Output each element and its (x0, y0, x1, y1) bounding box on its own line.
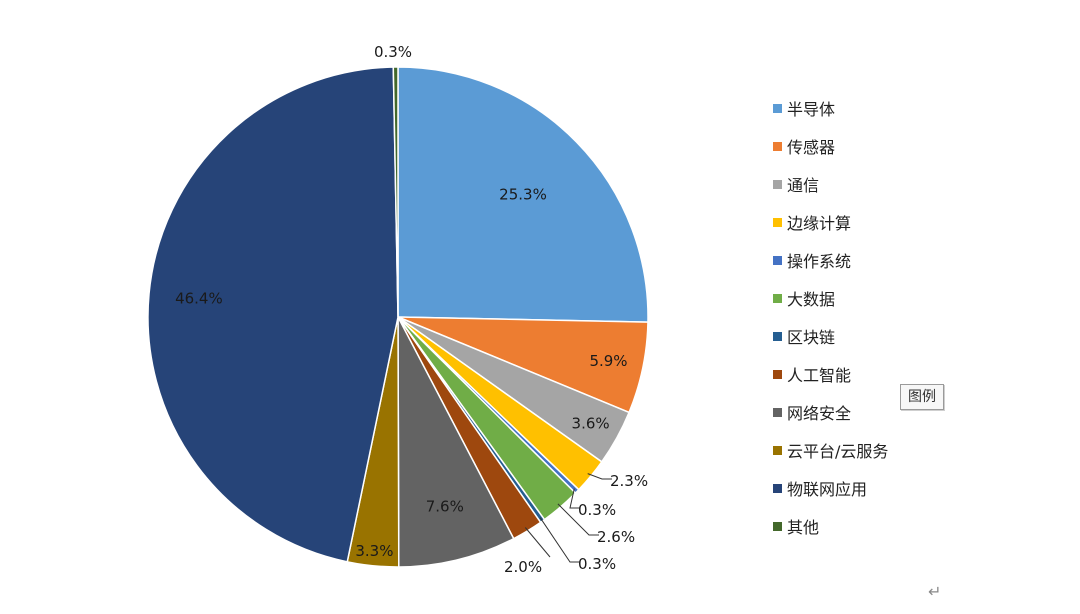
legend-label: 半导体 (787, 100, 835, 119)
legend-label: 云平台/云服务 (787, 442, 888, 461)
legend-swatch (773, 218, 782, 227)
legend-label: 区块链 (787, 328, 835, 347)
legend-label: 物联网应用 (787, 480, 867, 499)
legend-item-半导体: 半导体 (773, 100, 835, 119)
paragraph-mark-icon: ↵ (928, 582, 942, 601)
legend-item-人工智能: 人工智能 (773, 366, 851, 385)
leader-lines (524, 473, 612, 563)
legend-swatch (773, 180, 782, 189)
data-label-半导体: 25.3% (499, 186, 547, 204)
legend-label: 操作系统 (787, 252, 851, 271)
data-label-操作系统: 0.3% (578, 501, 616, 519)
legend-swatch (773, 370, 782, 379)
data-label-边缘计算: 2.3% (610, 472, 648, 490)
legend-item-物联网应用: 物联网应用 (773, 480, 867, 499)
legend-swatch (773, 408, 782, 417)
legend-swatch (773, 256, 782, 265)
data-labels: 25.3% 5.9% 3.6% 2.3% 0.3% 2.6% 0.3% 2.0% 7.6% 3.3… (175, 43, 648, 576)
legend-tag[interactable]: 图例 (900, 384, 944, 410)
pie-slice-物联网应用 (147, 66, 399, 563)
data-label-传感器: 5.9% (589, 352, 627, 370)
legend-swatch (773, 104, 782, 113)
legend-item-云平台-云服务: 云平台/云服务 (773, 442, 888, 461)
legend-item-网络安全: 网络安全 (773, 404, 851, 423)
legend-swatch (773, 332, 782, 341)
legend-item-通信: 通信 (773, 176, 819, 195)
legend-swatch (773, 446, 782, 455)
legend-label: 传感器 (787, 138, 835, 157)
data-label-云平台-云服务: 3.3% (355, 542, 393, 560)
leader-line-边缘计算 (587, 473, 612, 480)
data-label-大数据: 2.6% (597, 528, 635, 546)
leader-line-操作系统 (569, 488, 580, 509)
data-label-人工智能: 2.0% (504, 558, 542, 576)
data-label-区块链: 0.3% (578, 555, 616, 573)
legend-swatch (773, 142, 782, 151)
legend-item-大数据: 大数据 (773, 290, 835, 309)
pie-slice-半导体 (397, 66, 649, 323)
legend-item-操作系统: 操作系统 (773, 252, 851, 271)
leader-line-大数据 (557, 503, 599, 536)
data-label-网络安全: 7.6% (426, 497, 464, 515)
pie-slice-其他 (392, 66, 399, 318)
legend-item-边缘计算: 边缘计算 (773, 214, 851, 233)
pie-slices (147, 66, 649, 568)
legend-item-区块链: 区块链 (773, 328, 835, 347)
legend-label: 边缘计算 (787, 214, 851, 233)
legend-swatch (773, 522, 782, 531)
legend: 半导体传感器通信边缘计算操作系统大数据区块链人工智能网络安全云平台/云服务物联网… (773, 100, 888, 537)
legend-label: 其他 (787, 518, 819, 537)
data-label-物联网应用: 46.4% (175, 290, 223, 308)
legend-swatch (773, 294, 782, 303)
leader-line-人工智能 (524, 527, 551, 558)
data-label-通信: 3.6% (572, 414, 610, 432)
legend-label: 网络安全 (787, 404, 851, 423)
legend-label: 通信 (787, 176, 819, 195)
legend-item-传感器: 传感器 (773, 138, 835, 157)
pie-slice-网络安全 (397, 316, 515, 568)
legend-label: 大数据 (787, 290, 835, 309)
leader-line-区块链 (539, 517, 580, 563)
legend-swatch (773, 484, 782, 493)
legend-label: 人工智能 (787, 366, 851, 385)
data-label-其他: 0.3% (374, 43, 412, 61)
legend-item-其他: 其他 (773, 518, 819, 537)
